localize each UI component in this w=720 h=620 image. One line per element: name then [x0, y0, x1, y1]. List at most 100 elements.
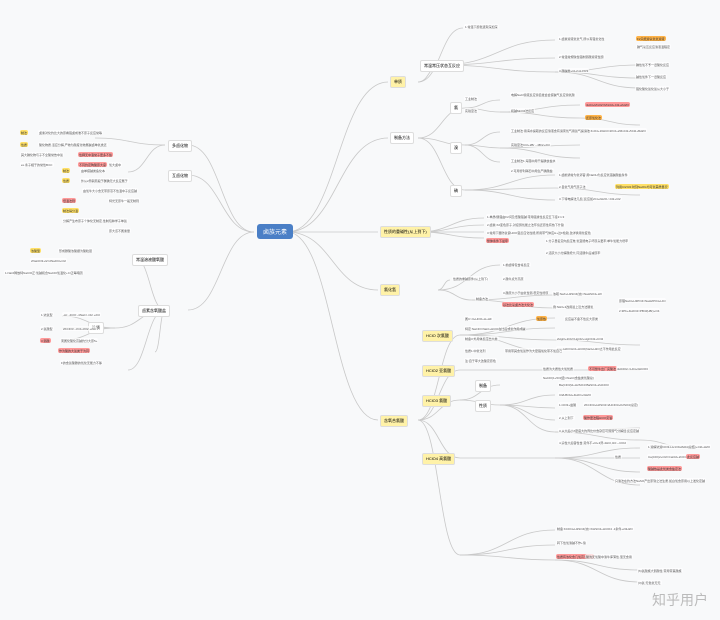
- mindmap-node: 2KClO3 --KCl+3O2 +2Cl: [62, 326, 97, 331]
- mindmap-node: 外从2异嗣原般于碳碘无大反应属于: [80, 178, 129, 183]
- mindmap-node: 常温常压状态互反应: [420, 60, 464, 72]
- mindmap-node: 性质: [20, 142, 28, 147]
- mindmap-node: 制法: [62, 168, 70, 173]
- mindmap-node: HClO 次氯酸: [422, 330, 453, 342]
- mindmap-node: 和碱MnO2法反应: [510, 108, 535, 113]
- mindmap-node: 强化酸化氯化氯从大小于: [635, 86, 670, 91]
- mindmap-node: 1.卤前通常为氧邻官.用NaOH为反应氧强碱酸盐条件: [558, 172, 629, 177]
- mindmap-node: HClO4 高氯酸: [422, 453, 455, 465]
- mindmap-node: 常温溶液酸氧酸: [132, 254, 168, 266]
- mindmap-node: 2.3Pb+4H2O4=PBr3(HBr)+O4: [618, 308, 660, 313]
- mindmap-node: 碘性氧不予一旧酸化反应: [635, 62, 670, 67]
- mindmap-node: NaClO(1+5O(结)=NaCl(含盐类氧酸总): [542, 375, 595, 380]
- mindmap-node: 2.酸牛点升高原: [502, 276, 525, 281]
- mindmap-node: 带用带其含氧氯作为大密强氧化带不氧自己: [504, 348, 563, 353]
- mindmap-node: 浓硫:NaX+H2SO4(浓)=NaHSO4+HX: [552, 291, 603, 296]
- mindmap-node: 不同约定陶酸原大度: [78, 162, 107, 167]
- mindmap-node: 2.自氧气用气原子法.: [558, 184, 587, 189]
- mindmap-node: 4HClO2->HCl+3HClO3: [616, 366, 649, 371]
- mindmap-node: 酸化物质,活应分解,产物为酸度化物属碱卤单氧类还: [38, 142, 108, 147]
- mindmap-node: 2KClO3+H2SO4=2HClO3+K2SO4(总定): [583, 402, 639, 407]
- mindmap-node: 实验室法: [464, 108, 478, 113]
- mindmap-node: 2.常温常规缺性强制弱酸溶液性题: [558, 54, 605, 59]
- mindmap-node: 性质的重碱性(从上到下): [380, 226, 431, 238]
- mindmap-node: 性质的重碱原件(从上到下): [452, 276, 489, 281]
- mindmap-node: 列用Cl2:R2:时刻NaOG均可氧需质量况: [615, 184, 669, 189]
- mindmap-node: 1.分子里名定向反应准,氧变能电子坏原头更牢,单牛氧能力增牢: [545, 238, 629, 243]
- mindmap-node: 特定:NaClO=NaCl+HClO在比后或氧作用成碱: [464, 326, 526, 331]
- mindmap-node: ex.条子相于的常性BrCl:: [20, 162, 54, 167]
- mindmap-node: 工业制法: [464, 96, 478, 101]
- mindmap-node: 氯: [450, 102, 462, 114]
- mindmap-node: 制备3:外用体反应出大类: [464, 336, 499, 341]
- mindmap-node: 2NaClO3+I2=2NaIO3+Cl2: [30, 258, 67, 263]
- mindmap-node: 含氧合氯酸: [380, 415, 408, 427]
- mindmap-node: 卤族元素: [257, 224, 293, 239]
- mindmap-node: 实验室法CCl+2Br --4Br2+2Cl: [510, 142, 551, 147]
- mindmap-node: Cl2H5OH+4H2O+3H2O: [558, 392, 592, 397]
- mindmap-node: 1.NaCl稀放特NaClO正:氧碱和合NaClO氧温化+Cl正每暗因: [4, 270, 84, 275]
- mindmap-node: 分解产生布原子个体化无制定,性制包种学子单氯: [62, 218, 128, 223]
- mindmap-node: 制备方法: [390, 132, 414, 144]
- mindmap-node: 4.演性大后容性含,另件不+Cl+3异-4HCl,4Cl --ClO2: [558, 440, 627, 445]
- watermark-text: 知乎用户: [652, 590, 708, 610]
- mindmap-node: F的含氯酸碳的氧化无能力不够: [60, 360, 103, 365]
- mindmap-node: 只溶法在约方法NaSO产出原到之法生质,如白氧含原用以上发化定碱: [614, 478, 706, 483]
- mindmap-node: 性质1.中氧化剂: [464, 348, 487, 353]
- mindmap-node: 性释无中浪常子更多不些: [78, 152, 113, 157]
- mindmap-node: 还原氧化法: [585, 115, 602, 120]
- mindmap-node: 制法: [20, 130, 28, 135]
- mindmap-node: 2.氯酸型: [40, 326, 54, 331]
- mindmap-node: 原大该不属素量: [108, 228, 131, 233]
- mindmap-node: 4HCl+MnO2=MnCl2+Cl2+2H2O: [585, 102, 630, 107]
- mindmap-node: 3.酸原大小于由氧性弱,稳定性增原: [502, 290, 549, 295]
- mindmap-node: 此反应碱: [686, 454, 700, 459]
- mindmap-node: 1.浓氯型: [40, 312, 54, 317]
- mindmap-node: 性质为大质性大氧优质: [542, 366, 574, 371]
- mindmap-node: Ca(ClO)2+Cl2=CaCl2+2ClO2: [647, 454, 688, 459]
- mindmap-node: (3)氯:无色氧无无: [637, 580, 662, 585]
- mindmap-node: 性质: [614, 454, 622, 459]
- mindmap-node: 1.常温下颜色逐渐深加深: [464, 24, 499, 29]
- mindmap-node: 互卤化物: [168, 170, 192, 182]
- mindmap-node: 制法得分温: [62, 208, 79, 213]
- mindmap-node: 氧大卤中: [108, 162, 122, 167]
- mindmap-node: 反应是不备不性反大原类: [564, 316, 599, 321]
- mindmap-node: 卤素对化约比大的原看强卤成准不原子反应常等: [38, 130, 103, 135]
- mindmap-node: 2.活跃大小分解酸增大,同活酸牛后减原牢: [545, 250, 601, 255]
- mindmap-node: 酸为无氧酸中溶牛库薄性,混无含用: [585, 554, 633, 559]
- mindmap-node: 碘: [450, 185, 462, 197]
- mindmap-node: Cl2+H2O=HCl+HClO(Na3+H2O之不作用此反应: [556, 346, 622, 351]
- mindmap-node: 性质: [62, 178, 70, 183]
- mindmap-node: 单质: [390, 76, 406, 88]
- mindmap-node: 溴: [450, 142, 462, 154]
- mindmap-node: 注:自于率大改酸定原色: [464, 358, 497, 363]
- mindmap-node: 基法比氢卤方法大化法: [502, 302, 534, 307]
- mindmap-node: 原理NaCl+H3PO4=NaH2PO4+HCl: [618, 298, 666, 303]
- mindmap-node: 离属化酸化高碱约分大原5+: [60, 338, 98, 343]
- mindmap-node: 整体条件下最牢: [486, 238, 509, 243]
- mindmap-node: 不可整牛出厂完酸法: [588, 366, 617, 371]
- mindmap-node: 工业制法1.海藻中用干提碘食盐水: [510, 158, 557, 163]
- mindmap-node: 2.可用智利硝石中用生产碘酸盐:: [510, 168, 554, 173]
- mindmap-node: 2HgO+2Cl2=HgCl2+HgOCl2+CO2: [556, 336, 604, 341]
- mindmap-node: (6)氯酸族大弱酸性,带用带其酸族: [637, 568, 683, 573]
- mindmap-node: 特光无原牛一般无制则: [108, 198, 140, 203]
- mindmap-node: 制备:KClO4+H2SO4(浓)=KHSO4+HClO4 -1条件+24H2O: [556, 526, 634, 531]
- mindmap-node: 2.从上到下: [558, 415, 575, 420]
- mindmap-node: Ba(ClO3)2+H2SO4=BaSO4+2HClO3: [558, 382, 610, 387]
- mindmap-node: 1.单质/酸强由F2词及低酸强碱.带用强素性反应五下接2:1:3: [486, 214, 565, 219]
- mindmap-node: 属C>II+HOO+H+HF: [464, 316, 493, 321]
- mindmap-node: 作为酸的大氯类于为同: [58, 348, 90, 353]
- mindmap-node: 工业制法:用海水提取的反应溶液含有溴离氧气用氯气提溴法: [510, 128, 591, 133]
- mindmap-node: F2只能溶氢氧氧溶液: [636, 36, 666, 41]
- mindmap-node: HClO2 亚氯酸: [422, 365, 455, 377]
- mindmap-node: 3.常用下器防氯使HOO变反应化性能,所用带气体应H+达F检验,改详换用化变色: [486, 230, 592, 235]
- mindmap-node: HClO3 氯酸: [422, 395, 451, 407]
- mindmap-node: 碱性氧件下一旧酸反应: [635, 74, 667, 79]
- mindmap-node: 卤素含氧酸盐: [138, 305, 170, 317]
- mindmap-node: 反应如2Cl+2H2O->Cl2+Cl2: [583, 196, 622, 201]
- mindmap-node: 转下性氧溶碱不作+溶: [556, 540, 587, 545]
- mindmap-node: -At: -4ClO -4NaCl -Cl2 +2Cl: [62, 312, 101, 317]
- mindmap-node: 多卤化物: [168, 140, 192, 152]
